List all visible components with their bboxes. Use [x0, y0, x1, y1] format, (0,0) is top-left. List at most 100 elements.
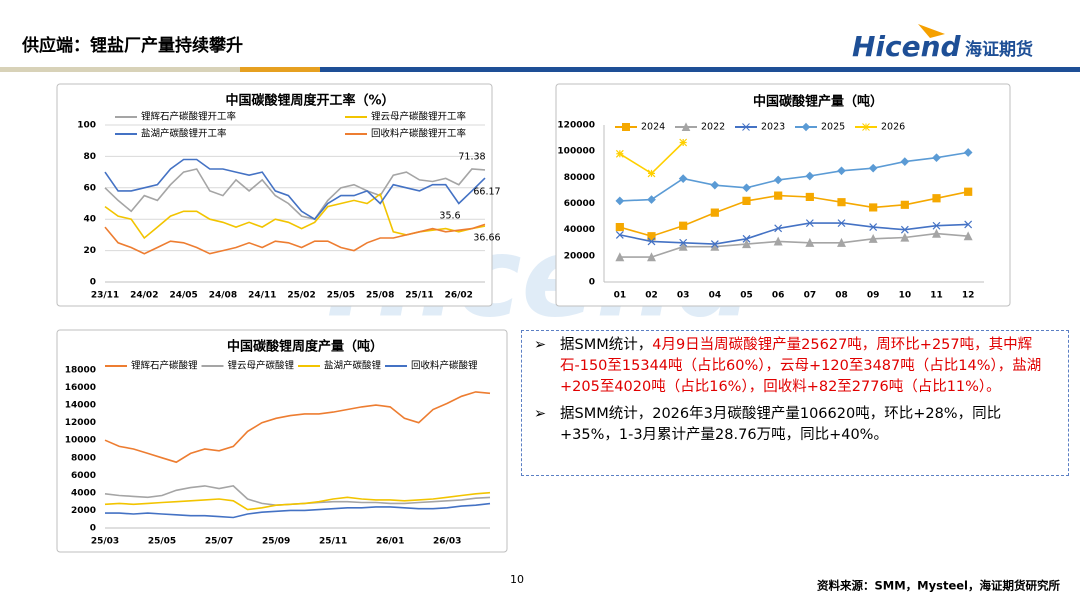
- logo-brand: Hicend: [852, 30, 962, 63]
- legend-label: 回收料产碳酸锂开工率: [371, 128, 467, 140]
- legend-label: 2022: [701, 122, 725, 133]
- y-tick-label: 20000: [564, 251, 595, 261]
- x-tick-label: 10: [899, 291, 912, 301]
- legend-label: 盐湖产碳酸锂开工率: [141, 128, 227, 140]
- annotation: 35.6: [439, 211, 460, 222]
- legend-label: 回收料产碳酸锂: [411, 360, 478, 372]
- series-line: [619, 232, 969, 258]
- x-tick-label: 23/11: [91, 291, 119, 301]
- marker: [742, 239, 751, 249]
- series-line: [104, 391, 491, 464]
- legend-label: 锂辉石产碳酸锂: [131, 360, 198, 372]
- page-number: 10: [510, 573, 524, 586]
- marker: [710, 240, 719, 248]
- marker: [773, 175, 783, 185]
- marker: [900, 200, 909, 209]
- marker: [710, 241, 720, 251]
- y-tick-label: 4000: [71, 488, 96, 498]
- y-tick-label: 10000: [65, 436, 96, 446]
- series-line: [104, 168, 486, 221]
- marker: [805, 219, 814, 228]
- x-tick-label: 25/05: [148, 537, 176, 547]
- series-line: [105, 502, 491, 519]
- x-tick-label: 11: [930, 291, 943, 301]
- x-tick-label: 02: [645, 291, 658, 301]
- y-tick-label: 0: [90, 524, 96, 534]
- y-tick-label: 20: [83, 246, 96, 256]
- marker: [964, 187, 973, 196]
- legend-marker: [801, 122, 811, 132]
- x-tick-label: 01: [614, 291, 627, 301]
- legend-marker: [681, 122, 691, 131]
- series-line: [619, 222, 969, 245]
- marker: [679, 238, 688, 247]
- x-tick-label: 25/08: [366, 291, 394, 301]
- x-tick-label: 05: [740, 291, 753, 301]
- x-tick-label: 03: [677, 291, 690, 301]
- logo-mark: [918, 24, 945, 38]
- marker: [963, 231, 973, 241]
- marker: [647, 232, 656, 241]
- bullet-text: 据SMM统计，2026年3月碳酸锂产量106620吨，环比+28%，同比+35%…: [560, 406, 1002, 443]
- y-tick-label: 6000: [71, 471, 96, 481]
- marker: [805, 237, 815, 247]
- x-tick-label: 26/01: [376, 537, 404, 547]
- text-box: 据SMM统计，4月9日当周碳酸锂产量25627吨，周环比+257吨，其中辉石-1…: [521, 330, 1069, 476]
- annotation: 71.38: [458, 152, 485, 163]
- marker: [742, 196, 751, 205]
- marker: [742, 183, 751, 193]
- y-tick-label: 0: [90, 278, 96, 288]
- marker: [742, 234, 751, 243]
- marker: [900, 225, 909, 234]
- marker: [710, 180, 720, 190]
- marker: [615, 230, 624, 239]
- marker: [837, 166, 846, 176]
- marker: [710, 208, 719, 217]
- series-line: [104, 223, 486, 255]
- y-tick-label: 0: [589, 278, 595, 288]
- y-tick-label: 120000: [557, 121, 595, 131]
- legend-label: 2023: [761, 122, 785, 133]
- y-tick-label: 12000: [65, 418, 96, 428]
- chart-frame: [555, 83, 1011, 307]
- x-tick-label: 24/08: [209, 291, 237, 301]
- marker: [964, 220, 973, 229]
- slide-title: 供应端：锂盐厂产量持续攀升: [21, 35, 243, 56]
- y-tick-label: 80000: [564, 173, 595, 183]
- x-tick-label: 06: [772, 291, 785, 301]
- y-tick-label: 16000: [65, 383, 96, 393]
- y-tick-label: 40000: [564, 225, 595, 235]
- y-tick-label: 60: [83, 183, 96, 193]
- x-tick-label: 24/02: [130, 291, 158, 301]
- logo-name: 海证期货: [965, 39, 1033, 60]
- legend-label: 2024: [641, 122, 665, 133]
- series-line: [619, 190, 969, 238]
- marker: [679, 221, 688, 230]
- marker: [869, 203, 878, 212]
- x-tick-label: 24/05: [169, 291, 197, 301]
- marker: [615, 222, 624, 232]
- marker: [615, 196, 625, 206]
- marker: [615, 149, 624, 158]
- marker: [647, 195, 656, 204]
- legend-label: 锂云母产碳酸锂开工率: [371, 111, 467, 123]
- x-tick-label: 08: [835, 291, 848, 301]
- marker: [773, 236, 783, 246]
- y-tick-label: 100: [77, 121, 96, 131]
- marker: [869, 223, 878, 231]
- marker: [774, 191, 783, 200]
- marker: [837, 198, 846, 207]
- x-tick-label: 25/02: [287, 291, 315, 301]
- chart-title: 中国碳酸锂周度产量（吨）: [227, 339, 383, 355]
- legend-label: 盐湖产碳酸锂: [324, 360, 382, 372]
- marker: [805, 171, 815, 181]
- chart-title: 中国碳酸锂产量（吨）: [753, 94, 883, 110]
- marker: [932, 228, 941, 238]
- marker: [868, 163, 878, 173]
- annotation: 66.17: [473, 187, 500, 198]
- legend-label: 2025: [821, 122, 845, 133]
- x-tick-label: 25/05: [327, 291, 355, 301]
- x-tick-label: 12: [962, 291, 975, 301]
- marker: [963, 148, 973, 157]
